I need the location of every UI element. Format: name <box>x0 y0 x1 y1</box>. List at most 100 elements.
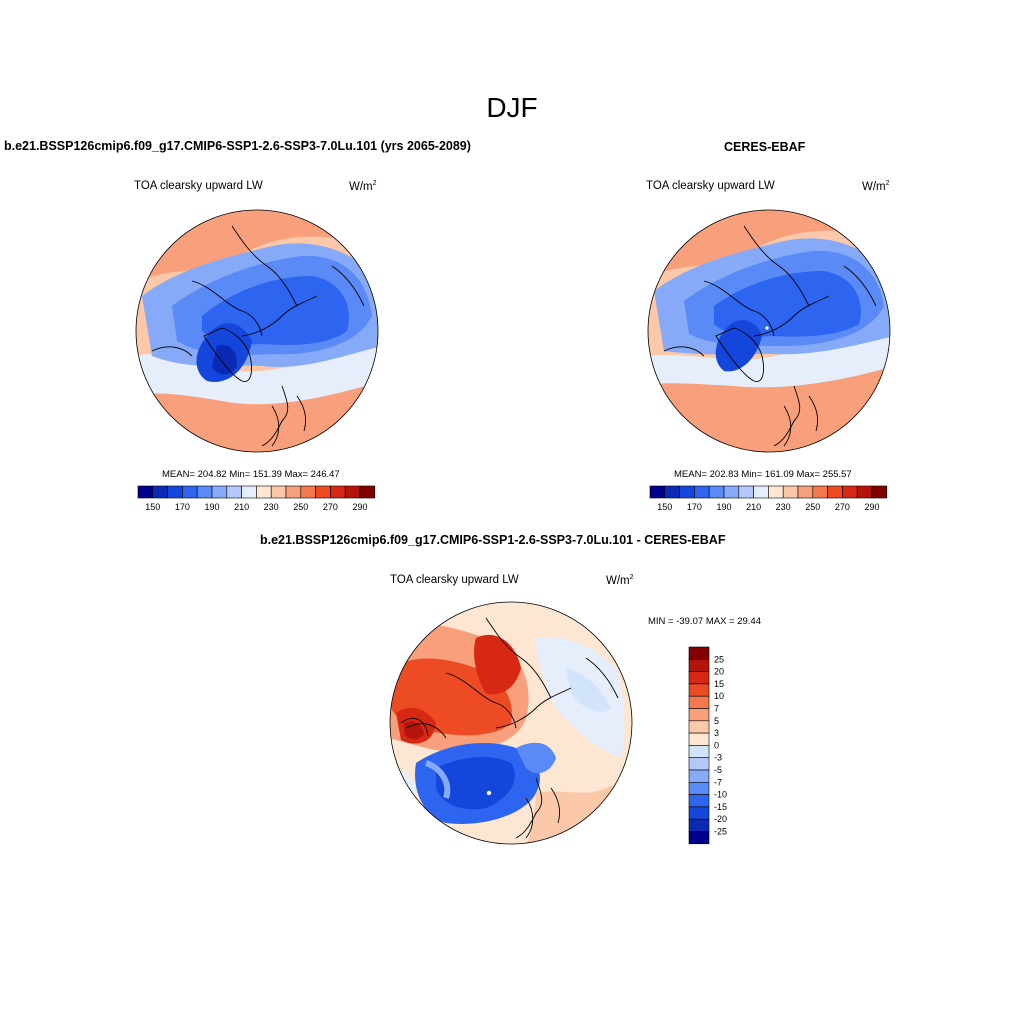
diff-colorbar-swatch <box>688 671 710 685</box>
model-colorbar-swatch <box>270 485 287 499</box>
diff-colorbar-swatch <box>688 831 710 845</box>
diff-colorbar-tick-label: -20 <box>714 814 727 824</box>
obs-stats-text: MEAN= 202.83 Min= 161.09 Max= 255.57 <box>674 469 852 480</box>
diff-colorbar-swatch <box>688 794 710 808</box>
diff-colorbar-tick-label: -15 <box>714 802 727 812</box>
diff-colorbar-tick-label: -7 <box>714 777 722 787</box>
diff-case-title: b.e21.BSSP126cmip6.f09_g17.CMIP6-SSP1-2.… <box>260 533 726 547</box>
obs-colorbar-tick-label: 250 <box>805 502 820 512</box>
obs-colorbar-swatch <box>782 485 799 499</box>
diff-colorbar-tick-label: -3 <box>714 753 722 763</box>
model-colorbar-swatch <box>182 485 198 499</box>
obs-colorbar-swatch <box>708 485 725 499</box>
model-colorbar-swatch <box>315 485 331 499</box>
obs-colorbar-swatch <box>812 485 828 499</box>
diff-colorbar-swatch <box>688 782 710 795</box>
obs-colorbar-swatch <box>694 485 710 499</box>
diff-colorbar-tick-label: -10 <box>714 790 727 800</box>
obs-colorbar-swatch <box>768 485 784 499</box>
diff-map-field <box>390 602 632 844</box>
model-colorbar-swatch <box>211 485 228 499</box>
model-colorbar-tick-label: 250 <box>293 502 308 512</box>
obs-colorbar-swatch <box>827 485 843 499</box>
obs-colorbar-swatch <box>679 485 695 499</box>
obs-colorbar-swatch <box>723 485 740 499</box>
model-colorbar-swatch <box>152 485 168 499</box>
model-colorbar-swatch <box>285 485 302 499</box>
diff-colorbar-swatch <box>688 646 710 660</box>
diff-colorbar-swatch <box>688 659 710 672</box>
diff-colorbar-swatch <box>688 695 710 709</box>
diff-units-label: W/m2 <box>606 574 634 587</box>
diff-stats-text: MIN = -39.07 MAX = 29.44 <box>648 616 762 627</box>
diff-colorbar-swatch <box>688 769 710 783</box>
obs-colorbar-tick-label: 290 <box>864 502 879 512</box>
diff-colorbar-tick-label: 10 <box>714 691 724 701</box>
obs-colorbar-swatch <box>649 485 666 499</box>
model-colorbar-swatch <box>300 485 316 499</box>
model-colorbar-tick-label: 170 <box>175 502 190 512</box>
model-case-title: b.e21.BSSP126cmip6.f09_g17.CMIP6-SSP1-2.… <box>4 139 471 153</box>
diff-colorbar-swatch <box>688 732 710 746</box>
model-colorbar: 150 170 190 210 230 250 270 290 <box>137 485 376 512</box>
diff-variable-label: TOA clearsky upward LW <box>390 574 519 586</box>
model-colorbar-swatch <box>241 485 257 499</box>
diff-colorbar-swatch <box>688 720 710 734</box>
diff-colorbar-tick-label: 25 <box>714 654 724 664</box>
diff-colorbar-tick-label: -5 <box>714 765 722 775</box>
diff-colorbar-tick-label: 5 <box>714 716 719 726</box>
obs-colorbar-swatch <box>753 485 769 499</box>
figure-season-title: DJF <box>486 92 538 123</box>
model-map-field <box>136 210 378 452</box>
diff-colorbar-tick-label: 0 <box>714 740 719 750</box>
obs-colorbar-tick-label: 210 <box>746 502 761 512</box>
model-colorbar-swatch <box>137 485 154 499</box>
obs-units-label: W/m2 <box>862 180 890 193</box>
model-colorbar-swatch <box>196 485 213 499</box>
obs-colorbar-tick-label: 170 <box>687 502 702 512</box>
obs-case-title: CERES-EBAF <box>724 140 806 154</box>
obs-map-field <box>648 210 890 452</box>
obs-colorbar-tick-label: 270 <box>835 502 850 512</box>
model-variable-label: TOA clearsky upward LW <box>134 180 263 192</box>
diff-colorbar-tick-label: 15 <box>714 679 724 689</box>
diff-colorbar-swatch <box>688 757 710 771</box>
model-colorbar-tick-label: 190 <box>204 502 219 512</box>
diff-colorbar-tick-label: 20 <box>714 667 724 677</box>
diff-colorbar: 25 20 15 10 7 5 3 0 -3 -5 -7 -10 -15 -20 -25 <box>688 646 727 845</box>
obs-colorbar: 150 170 190 210 230 250 270 290 <box>649 485 888 512</box>
obs-colorbar-swatch <box>738 485 754 499</box>
model-colorbar-swatch <box>344 485 361 499</box>
diff-colorbar-swatch <box>688 683 710 697</box>
obs-colorbar-swatch <box>842 485 858 499</box>
diff-colorbar-swatch <box>688 818 710 832</box>
diff-colorbar-tick-label: 7 <box>714 704 719 714</box>
model-colorbar-tick-label: 150 <box>145 502 160 512</box>
obs-colorbar-swatch <box>856 485 873 499</box>
model-colorbar-tick-label: 270 <box>323 502 338 512</box>
model-colorbar-tick-label: 210 <box>234 502 249 512</box>
diff-polar-map <box>389 601 633 845</box>
model-colorbar-swatch <box>359 485 376 499</box>
diff-colorbar-swatch <box>688 745 710 759</box>
model-colorbar-swatch <box>167 485 183 499</box>
model-colorbar-tick-label: 230 <box>264 502 279 512</box>
obs-colorbar-tick-label: 230 <box>776 502 791 512</box>
model-units-label: W/m2 <box>349 180 377 193</box>
diff-colorbar-tick-label: 3 <box>714 728 719 738</box>
obs-variable-label: TOA clearsky upward LW <box>646 180 775 192</box>
diff-colorbar-swatch <box>688 708 710 722</box>
obs-colorbar-tick-label: 190 <box>716 502 731 512</box>
obs-colorbar-swatch <box>797 485 814 499</box>
obs-colorbar-swatch <box>664 485 680 499</box>
diff-colorbar-tick-label: -25 <box>714 827 727 837</box>
obs-polar-map <box>647 209 891 453</box>
obs-colorbar-tick-label: 150 <box>657 502 672 512</box>
model-colorbar-swatch <box>226 485 242 499</box>
model-stats-text: MEAN= 204.82 Min= 151.39 Max= 246.47 <box>162 469 340 480</box>
obs-colorbar-swatch <box>871 485 888 499</box>
model-polar-map <box>135 209 379 453</box>
model-colorbar-swatch <box>330 485 346 499</box>
model-colorbar-tick-label: 290 <box>352 502 367 512</box>
model-colorbar-swatch <box>256 485 272 499</box>
